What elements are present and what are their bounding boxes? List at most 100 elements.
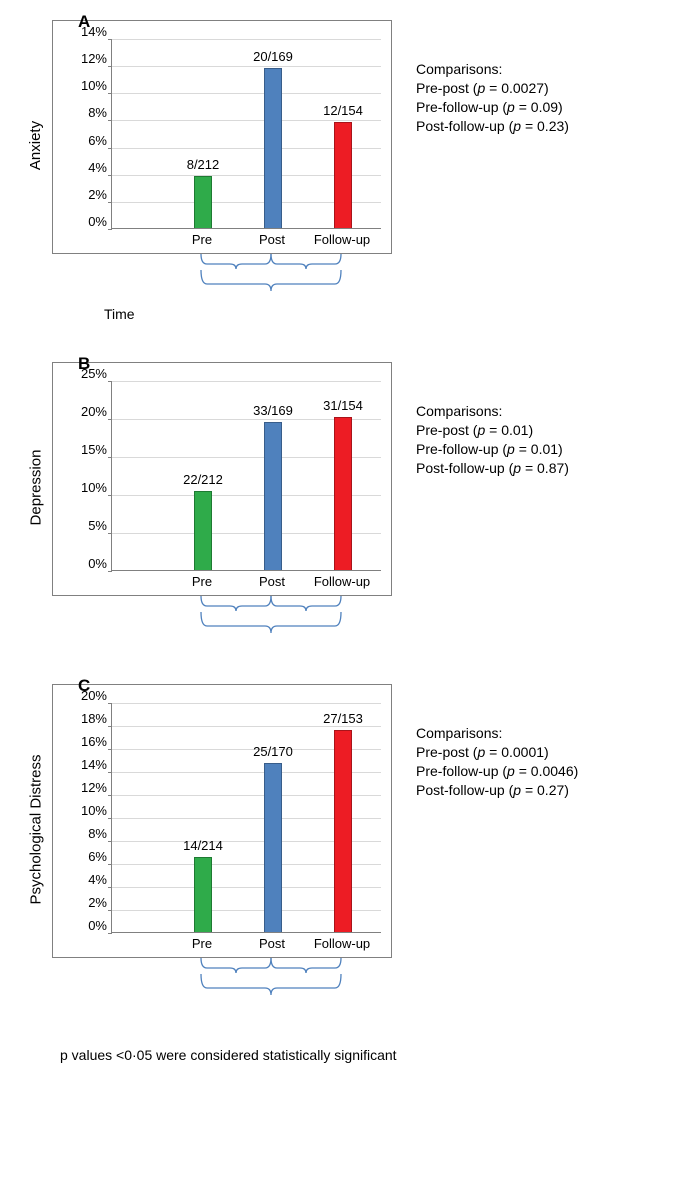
plot-area: 25%20%15%10%5%0% 22/212 33/16931/154 [67,381,381,571]
ylabel-col: Psychological Distress [20,684,52,974]
bars-region: 22/212 33/16931/154 [111,381,381,571]
x-label: Follow-up [307,574,377,589]
tick-mark [108,148,112,149]
comparisons: Comparisons:Pre-post (p = 0.0027)Pre-fol… [392,20,569,136]
bar-post [264,422,282,570]
x-label: Follow-up [307,936,377,951]
comparison-line: Pre-follow-up (p = 0.01) [416,440,569,459]
tick-mark [108,66,112,67]
gridline [112,726,381,727]
bar-follow-up [334,122,352,228]
bar-label: 31/154 [303,398,383,413]
tick-mark [108,864,112,865]
comparisons-title: Comparisons: [416,402,569,421]
panel-C: CPsychological Distress20%18%16%14%12%10… [20,684,658,1006]
panel-A: AAnxiety14%12%10%8%6%4%2%0%8/21220/16912… [20,20,658,322]
panel-B: BDepression25%20%15%10%5%0%22/21233/1693… [20,362,658,644]
comparison-line: Post-follow-up (p = 0.27) [416,781,578,800]
time-axis-label: Time [104,306,392,322]
x-axis-labels: PrePostFollow-up [67,933,381,951]
chart-box: 20%18%16%14%12%10%8%6%4%2%0%14/21425/170… [52,684,392,958]
bar-label: 20/169 [233,49,313,64]
x-label: Post [237,936,307,951]
y-axis-label: Anxiety [28,120,45,169]
tick-mark [108,202,112,203]
comparisons: Comparisons:Pre-post (p = 0.0001)Pre-fol… [392,684,578,800]
bar-label: 8/212 [163,157,243,172]
ylabel-col: Anxiety [20,20,52,270]
comparisons-title: Comparisons: [416,60,569,79]
comparison-brackets [52,254,380,302]
bar-follow-up [334,730,352,932]
tick-mark [108,818,112,819]
chart-box: 25%20%15%10%5%0% 22/212 33/16931/154 PrePos… [52,362,392,596]
bars-region: 8/212 20/169 12/154 [111,39,381,229]
tick-mark [108,457,112,458]
gridline [112,703,381,704]
comparison-line: Pre-follow-up (p = 0.09) [416,98,569,117]
bar-label: 12/154 [303,103,383,118]
panel-row: Psychological Distress 20%18%16%14%12%10%… [20,684,658,1006]
comparison-line: Pre-post (p = 0.01) [416,421,569,440]
plot-area: 20%18%16%14%12%10%8%6%4%2%0%14/21425/170… [67,703,381,933]
y-axis: 14%12%10%8%6%4%2%0% [67,39,111,229]
tick-mark [108,175,112,176]
bar-pre [194,176,212,228]
tick-mark [108,726,112,727]
x-axis-labels: PrePostFollow-up [67,229,381,247]
x-label: Pre [167,232,237,247]
y-axis: 20%18%16%14%12%10%8%6%4%2%0% [67,703,111,933]
bar-post [264,68,282,228]
panel-row: Anxiety 14%12%10%8%6%4%2%0% 8/212 20/169 12/… [20,20,658,322]
comparison-brackets [52,958,380,1006]
plot-area: 14%12%10%8%6%4%2%0% 8/212 20/169 12/154 [67,39,381,229]
comparison-line: Pre-follow-up (p = 0.0046) [416,762,578,781]
tick-mark [108,910,112,911]
bar-label: 22/212 [163,472,243,487]
comparison-line: Pre-post (p = 0.0001) [416,743,578,762]
tick-mark [108,495,112,496]
comparison-line: Pre-post (p = 0.0027) [416,79,569,98]
comparisons-title: Comparisons: [416,724,578,743]
chart-column: 14%12%10%8%6%4%2%0% 8/212 20/169 12/154 PreP… [52,20,392,322]
bar-label: 25/170 [233,744,313,759]
gridline [112,381,381,382]
chart-box: 14%12%10%8%6%4%2%0% 8/212 20/169 12/154 PreP… [52,20,392,254]
x-axis-labels: PrePostFollow-up [67,571,381,589]
footnote: p values <0·05 were considered statistic… [20,1046,658,1065]
x-label: Post [237,232,307,247]
bar-post [264,763,282,932]
gridline [112,39,381,40]
tick-mark [108,533,112,534]
panel-row: Depression 25%20%15%10%5%0% 22/212 33/16931… [20,362,658,644]
x-label: Pre [167,574,237,589]
y-axis-label: Depression [28,449,45,525]
tick-mark [108,772,112,773]
x-label: Pre [167,936,237,951]
bar-pre [194,491,212,570]
comparison-line: Post-follow-up (p = 0.87) [416,459,569,478]
bar-pre [194,857,212,932]
tick-mark [108,381,112,382]
tick-mark [108,93,112,94]
comparison-line: Post-follow-up (p = 0.23) [416,117,569,136]
tick-mark [108,120,112,121]
ylabel-col: Depression [20,362,52,612]
tick-mark [108,749,112,750]
bar-label: 27/153 [303,711,383,726]
gridline [112,93,381,94]
comparison-brackets [52,596,380,644]
tick-mark [108,419,112,420]
tick-mark [108,703,112,704]
y-axis: 25%20%15%10%5%0% [67,381,111,571]
chart-column: 20%18%16%14%12%10%8%6%4%2%0%14/21425/170… [52,684,392,1006]
bar-label: 33/169 [233,403,313,418]
tick-mark [108,841,112,842]
tick-mark [108,887,112,888]
gridline [112,66,381,67]
x-label: Post [237,574,307,589]
comparisons: Comparisons:Pre-post (p = 0.01)Pre-follo… [392,362,569,478]
bar-follow-up [334,417,352,570]
x-label: Follow-up [307,232,377,247]
chart-column: 25%20%15%10%5%0% 22/212 33/16931/154 PrePos… [52,362,392,644]
